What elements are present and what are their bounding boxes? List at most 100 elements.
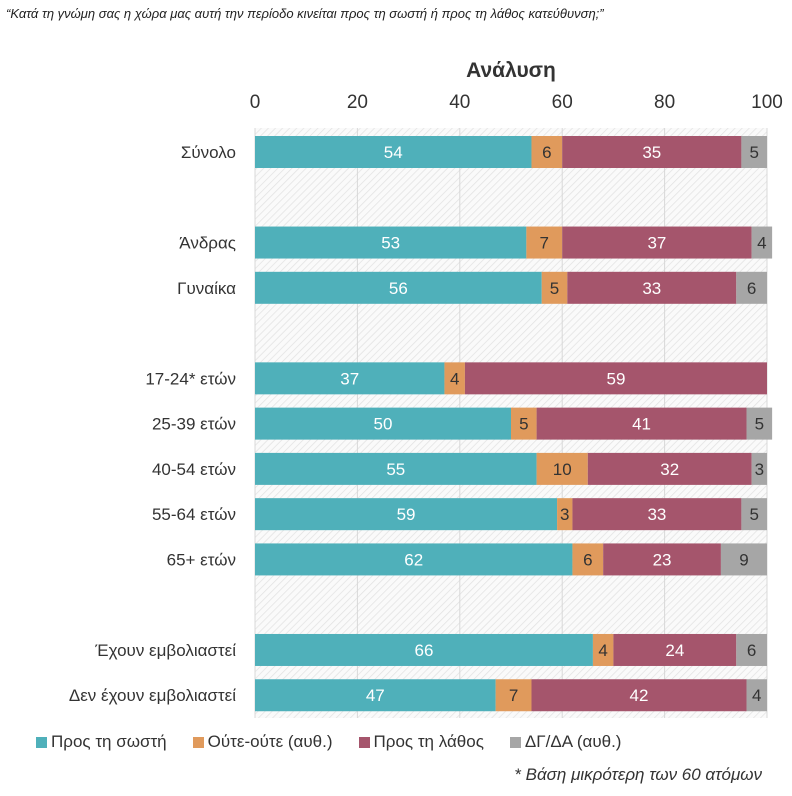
bar-segment xyxy=(255,362,445,395)
legend-label: Προς τη σωστή xyxy=(51,732,167,751)
category-label: 17-24* ετών xyxy=(145,369,236,388)
data-label: 4 xyxy=(450,369,459,388)
bar-segment xyxy=(741,498,767,531)
data-label: 10 xyxy=(553,460,572,479)
bar-segment xyxy=(531,679,747,712)
data-label: 55 xyxy=(386,460,405,479)
data-label: 33 xyxy=(647,505,666,524)
bar-segment xyxy=(562,136,742,168)
bar-segment xyxy=(613,633,737,666)
footnote: * Βάση μικρότερη των 60 ατόμων xyxy=(514,765,762,784)
x-tick-label: 0 xyxy=(250,92,261,113)
bar-segment xyxy=(751,226,773,259)
bar-segment xyxy=(751,452,767,485)
bar-segment xyxy=(592,633,614,666)
bar-segment xyxy=(587,452,752,485)
bar-segment xyxy=(255,543,573,576)
bar-segment xyxy=(567,271,737,304)
bar-segment xyxy=(603,543,721,576)
data-label: 7 xyxy=(540,234,549,253)
data-label: 32 xyxy=(660,460,679,479)
data-label: 5 xyxy=(550,279,559,298)
bar-segment xyxy=(746,407,773,440)
data-label: 62 xyxy=(404,550,423,569)
legend-swatch xyxy=(36,736,47,748)
category-label: Έχουν εμβολιαστεί xyxy=(94,641,236,660)
data-label: 5 xyxy=(755,415,764,434)
data-label: 5 xyxy=(519,415,528,434)
bar-segment xyxy=(720,543,767,576)
category-label: 65+ ετών xyxy=(167,550,236,569)
category-label: Γυναίκα xyxy=(177,279,236,298)
survey-question: “Κατά τη γνώμη σας η χώρα μας αυτή την π… xyxy=(6,6,604,21)
bar-segment xyxy=(255,226,527,259)
legend-label: ΔΓ/ΔΑ (αυθ.) xyxy=(524,732,622,751)
bar-segment xyxy=(464,362,767,395)
x-tick-label: 100 xyxy=(751,92,783,113)
data-label: 6 xyxy=(542,143,551,162)
data-label: 24 xyxy=(665,641,684,660)
data-label: 33 xyxy=(642,279,661,298)
data-label: 9 xyxy=(739,550,748,569)
bar-segment xyxy=(541,271,568,304)
legend: Προς τη σωστή Ούτε-ούτε (αυθ.) Προς τη λάθ… xyxy=(36,732,621,752)
legend-swatch xyxy=(192,736,204,748)
bar-segment xyxy=(526,226,563,259)
chart-title: Ανάλυση xyxy=(466,59,556,82)
legend-swatch xyxy=(509,736,521,748)
legend-item: Προς τη σωστή xyxy=(36,732,167,752)
data-label: 47 xyxy=(366,686,385,705)
data-label: 50 xyxy=(374,415,393,434)
bar-segment xyxy=(741,136,767,168)
data-label: 6 xyxy=(747,279,756,298)
legend-item: ΔΓ/ΔΑ (αυθ.) xyxy=(509,732,622,752)
data-label: 3 xyxy=(560,505,569,524)
category-label: 55-64 ετών xyxy=(152,505,236,524)
data-label: 4 xyxy=(752,686,761,705)
data-label: 3 xyxy=(755,460,764,479)
legend-item: Προς τη λάθος xyxy=(358,732,484,752)
bar-segment xyxy=(572,498,742,531)
x-tick-label: 40 xyxy=(449,92,470,113)
data-label: 35 xyxy=(642,143,661,162)
bar-segment xyxy=(255,498,558,531)
category-label: 25-39 ετών xyxy=(152,415,236,434)
data-label: 41 xyxy=(632,415,651,434)
data-label: 42 xyxy=(630,686,649,705)
bar-segment xyxy=(562,226,752,259)
x-tick-label: 20 xyxy=(347,92,368,113)
bar-segment xyxy=(572,543,604,576)
category-label: Δεν έχουν εμβολιαστεί xyxy=(69,686,236,705)
bar-segment xyxy=(255,136,532,168)
data-label: 37 xyxy=(647,234,666,253)
bar-segment xyxy=(255,271,542,304)
legend-label: Ούτε-ούτε (αυθ.) xyxy=(207,732,333,751)
bar-segment xyxy=(444,362,465,395)
data-label: 59 xyxy=(397,505,416,524)
bar-segment xyxy=(255,407,511,440)
bar-segment xyxy=(255,452,537,485)
x-tick-label: 80 xyxy=(654,92,675,113)
bar-segment xyxy=(746,679,767,712)
data-label: 6 xyxy=(583,550,592,569)
data-label: 53 xyxy=(381,234,400,253)
data-label: 4 xyxy=(598,641,607,660)
data-label: 5 xyxy=(749,143,758,162)
data-label: 7 xyxy=(509,686,518,705)
legend-label: Προς τη λάθος xyxy=(373,732,484,751)
bar-segment xyxy=(736,271,767,304)
data-label: 54 xyxy=(384,143,403,162)
data-label: 5 xyxy=(749,505,758,524)
bar-segment xyxy=(736,633,767,666)
bar-segment xyxy=(511,407,537,440)
bar-segment xyxy=(255,679,496,712)
category-label: 40-54 ετών xyxy=(152,460,236,479)
category-label: Άνδρας xyxy=(179,234,236,253)
data-label: 56 xyxy=(389,279,408,298)
legend-swatch xyxy=(358,736,370,748)
data-label: 6 xyxy=(747,641,756,660)
data-label: 23 xyxy=(653,550,672,569)
bar-segment xyxy=(255,633,593,666)
data-label: 4 xyxy=(757,234,766,253)
